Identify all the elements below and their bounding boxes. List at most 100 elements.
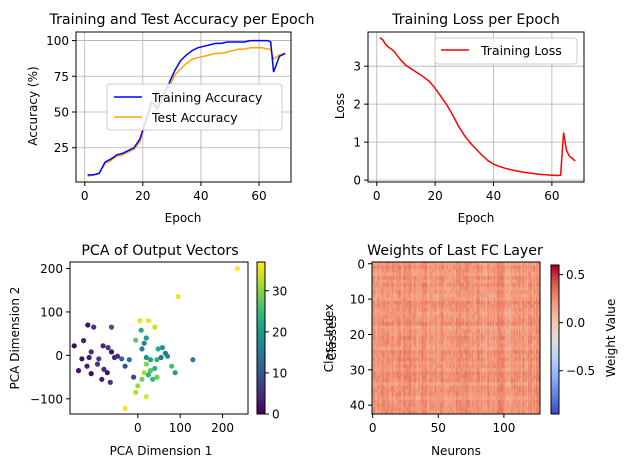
heatmap-cell [414, 375, 416, 379]
heatmap-cell [536, 357, 538, 362]
heatmap-cell [373, 311, 375, 316]
heatmap-cell [433, 357, 436, 362]
heatmap-cell [488, 336, 491, 341]
heatmap-cell [410, 343, 412, 348]
heatmap-cell [475, 293, 478, 298]
heatmap-cell [467, 332, 470, 337]
heatmap-cell [453, 382, 455, 387]
heatmap-cell [378, 371, 381, 376]
heatmap-cell [490, 378, 492, 383]
heatmap-cell [479, 272, 482, 277]
heatmap-cell [467, 339, 470, 344]
heatmap-cell [381, 262, 383, 266]
heatmap-cell [473, 304, 475, 309]
heatmap-cell [512, 382, 515, 387]
heatmap-cell [402, 322, 404, 326]
heatmap-cell [515, 315, 517, 319]
heatmap-cell [431, 339, 433, 344]
heatmap-cell [402, 357, 404, 362]
heatmap-cell [444, 371, 446, 376]
heatmap-cell [389, 283, 391, 288]
heatmap-cell [508, 300, 511, 305]
heatmap-cell [395, 385, 398, 390]
heatmap-cell [491, 276, 494, 280]
heatmap-cell [435, 265, 437, 270]
heatmap-cell [459, 304, 462, 309]
heatmap-cell [425, 350, 428, 355]
heatmap-cell [507, 262, 509, 266]
heatmap-cell [530, 389, 533, 394]
pca-x-ticks: 0 100 200 [134, 414, 234, 435]
heatmap-cell [390, 392, 392, 397]
heatmap-cell [482, 286, 484, 291]
heatmap-cell [461, 332, 463, 337]
heatmap-cell [516, 297, 518, 302]
heatmap-cell [407, 300, 410, 305]
heatmap-cell [496, 346, 499, 351]
heatmap-cell [478, 272, 480, 277]
heatmap-cell [457, 283, 459, 288]
heatmap-cell [437, 307, 440, 312]
heatmap-cell [533, 272, 536, 277]
weights-heatmap-cells [372, 262, 541, 415]
heatmap-cell [512, 265, 515, 270]
heatmap-cell [456, 371, 458, 376]
heatmap-cell [534, 364, 537, 369]
heatmap-cell [435, 325, 437, 330]
heatmap-cell [383, 339, 386, 344]
heatmap-cell [534, 300, 537, 305]
heatmap-cell [419, 279, 421, 284]
heatmap-cell [480, 346, 483, 351]
heatmap-cell [374, 346, 377, 351]
heatmap-cell [442, 339, 445, 344]
heatmap-cell [379, 353, 382, 358]
heatmap-cell [505, 318, 508, 323]
heatmap-cell [374, 269, 377, 273]
heatmap-cell [496, 272, 499, 277]
heatmap-cell [432, 350, 434, 355]
heatmap-cell [375, 371, 378, 376]
heatmap-cell [490, 357, 492, 362]
heatmap-cell [441, 322, 444, 326]
heatmap-cell [525, 339, 528, 344]
heatmap-cell [469, 315, 471, 319]
heatmap-cell [373, 332, 375, 337]
heatmap-cell [498, 378, 500, 383]
heatmap-cell [483, 315, 486, 319]
heatmap-cell [469, 290, 471, 295]
heatmap-cell [529, 346, 532, 351]
heatmap-cell [503, 290, 505, 295]
heatmap-cell [467, 385, 470, 390]
heatmap-cell [454, 290, 457, 295]
heatmap-cell [458, 276, 461, 280]
heatmap-cell [374, 286, 377, 291]
heatmap-cell [471, 360, 474, 365]
heatmap-cell [373, 346, 375, 351]
heatmap-cell [520, 343, 522, 348]
heatmap-cell [420, 382, 423, 387]
heatmap-cell [445, 350, 448, 355]
heatmap-cell [503, 293, 505, 298]
heatmap-cell [486, 375, 488, 379]
heatmap-cell [389, 311, 391, 316]
heatmap-cell [474, 286, 476, 291]
heatmap-cell [537, 307, 539, 312]
heatmap-cell [448, 329, 450, 333]
colorbar-segment [257, 294, 265, 298]
heatmap-cell [432, 300, 434, 305]
heatmap-cell [525, 360, 528, 365]
heatmap-cell [536, 279, 538, 284]
heatmap-cell [512, 357, 515, 362]
heatmap-cell [440, 357, 442, 362]
heatmap-cell [486, 346, 488, 351]
scatter-point [79, 356, 85, 362]
heatmap-cell [492, 265, 495, 270]
scatter-point [88, 349, 94, 355]
heatmap-cell [378, 332, 381, 337]
heatmap-cell [390, 382, 392, 387]
heatmap-cell [521, 329, 524, 333]
heatmap-cell [537, 385, 539, 390]
heatmap-cell [474, 300, 476, 305]
heatmap-cell [526, 322, 529, 326]
